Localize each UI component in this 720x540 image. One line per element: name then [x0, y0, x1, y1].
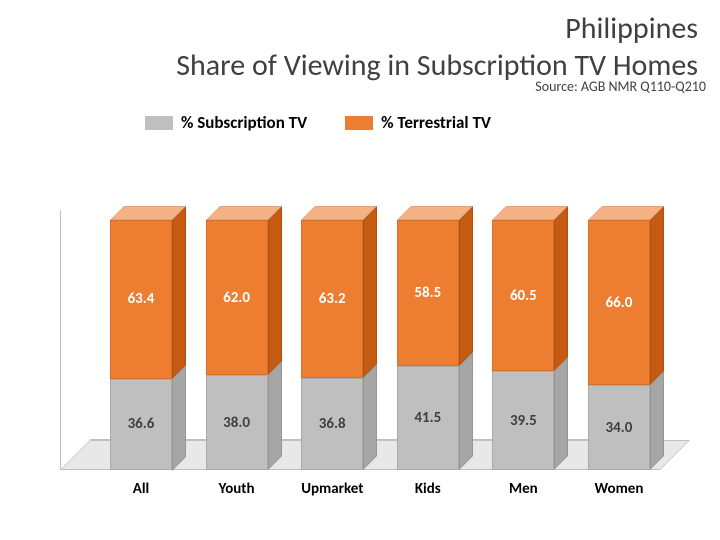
bar-segment: 39.5 — [492, 371, 554, 470]
category-label: Youth — [206, 480, 268, 498]
chart-title: Philippines Share of Viewing in Subscrip… — [176, 10, 698, 84]
bar-column: 58.5 41.5 — [397, 220, 459, 470]
category-label: Upmarket — [301, 480, 363, 498]
category-label: Men — [492, 480, 554, 498]
legend-item-terrestrial: % Terrestrial TV — [345, 112, 491, 133]
bar-segment: 38.0 — [206, 375, 268, 470]
bar-stack: 58.5 41.5 — [397, 220, 459, 470]
bar-side — [650, 371, 664, 470]
bar-value-label: 62.0 — [206, 289, 268, 307]
bar-side — [554, 357, 568, 470]
category-labels: All Youth Upmarket Kids Men Women — [100, 480, 660, 498]
category-label: Kids — [397, 480, 459, 498]
bar-side — [363, 206, 377, 378]
bar-stack: 63.2 36.8 — [301, 220, 363, 470]
bar-value-label: 36.8 — [301, 415, 363, 433]
bar-value-label: 39.5 — [492, 412, 554, 430]
title-line-1: Philippines — [176, 10, 698, 47]
bar-side — [268, 361, 282, 470]
source-caption: Source: AGB NMR Q110-Q210 — [535, 78, 706, 95]
legend: % Subscription TV % Terrestrial TV — [145, 112, 491, 133]
bar-column: 60.5 39.5 — [492, 220, 554, 470]
bar-segment: 63.2 — [301, 220, 363, 378]
bar-value-label: 66.0 — [588, 294, 650, 312]
bar-segment: 63.4 — [110, 220, 172, 379]
bar-segment: 36.8 — [301, 378, 363, 470]
bar-stack: 63.4 36.6 — [110, 220, 172, 470]
legend-label-subscription: % Subscription TV — [181, 112, 307, 133]
bar-side — [268, 206, 282, 375]
bar-value-label: 36.6 — [110, 415, 172, 433]
bar-segment: 66.0 — [588, 220, 650, 385]
category-label: Women — [588, 480, 650, 498]
y-axis-line — [60, 210, 61, 470]
bar-side — [459, 352, 473, 470]
bar-segment: 36.6 — [110, 379, 172, 471]
bar-side — [172, 365, 186, 471]
bar-value-label: 34.0 — [588, 419, 650, 437]
bar-side — [363, 364, 377, 470]
bar-value-label: 41.5 — [397, 409, 459, 427]
bar-stack: 62.0 38.0 — [206, 220, 268, 470]
bar-side — [172, 206, 186, 379]
bar-segment: 58.5 — [397, 220, 459, 366]
bar-column: 63.2 36.8 — [301, 220, 363, 470]
bar-column: 66.0 34.0 — [588, 220, 650, 470]
legend-swatch-subscription — [145, 116, 173, 130]
bar-side — [459, 206, 473, 366]
bar-value-label: 63.4 — [110, 290, 172, 308]
bar-stack: 60.5 39.5 — [492, 220, 554, 470]
bar-value-label: 63.2 — [301, 290, 363, 308]
bar-stack: 66.0 34.0 — [588, 220, 650, 470]
bar-column: 63.4 36.6 — [110, 220, 172, 470]
bars-container: 63.4 36.6 62.0 38.0 63.2 36.8 58.5 41.5 60.5 39.5… — [100, 150, 660, 470]
category-label: All — [110, 480, 172, 498]
bar-value-label: 38.0 — [206, 414, 268, 432]
bar-value-label: 58.5 — [397, 284, 459, 302]
bar-column: 62.0 38.0 — [206, 220, 268, 470]
bar-segment: 60.5 — [492, 220, 554, 371]
bar-segment: 41.5 — [397, 366, 459, 470]
legend-item-subscription: % Subscription TV — [145, 112, 307, 133]
bar-side — [554, 206, 568, 371]
bar-side — [650, 206, 664, 385]
chart-area: 63.4 36.6 62.0 38.0 63.2 36.8 58.5 41.5 60.5 39.5… — [60, 150, 660, 470]
legend-label-terrestrial: % Terrestrial TV — [381, 112, 491, 133]
bar-segment: 62.0 — [206, 220, 268, 375]
bar-segment: 34.0 — [588, 385, 650, 470]
bar-value-label: 60.5 — [492, 287, 554, 305]
legend-swatch-terrestrial — [345, 116, 373, 130]
